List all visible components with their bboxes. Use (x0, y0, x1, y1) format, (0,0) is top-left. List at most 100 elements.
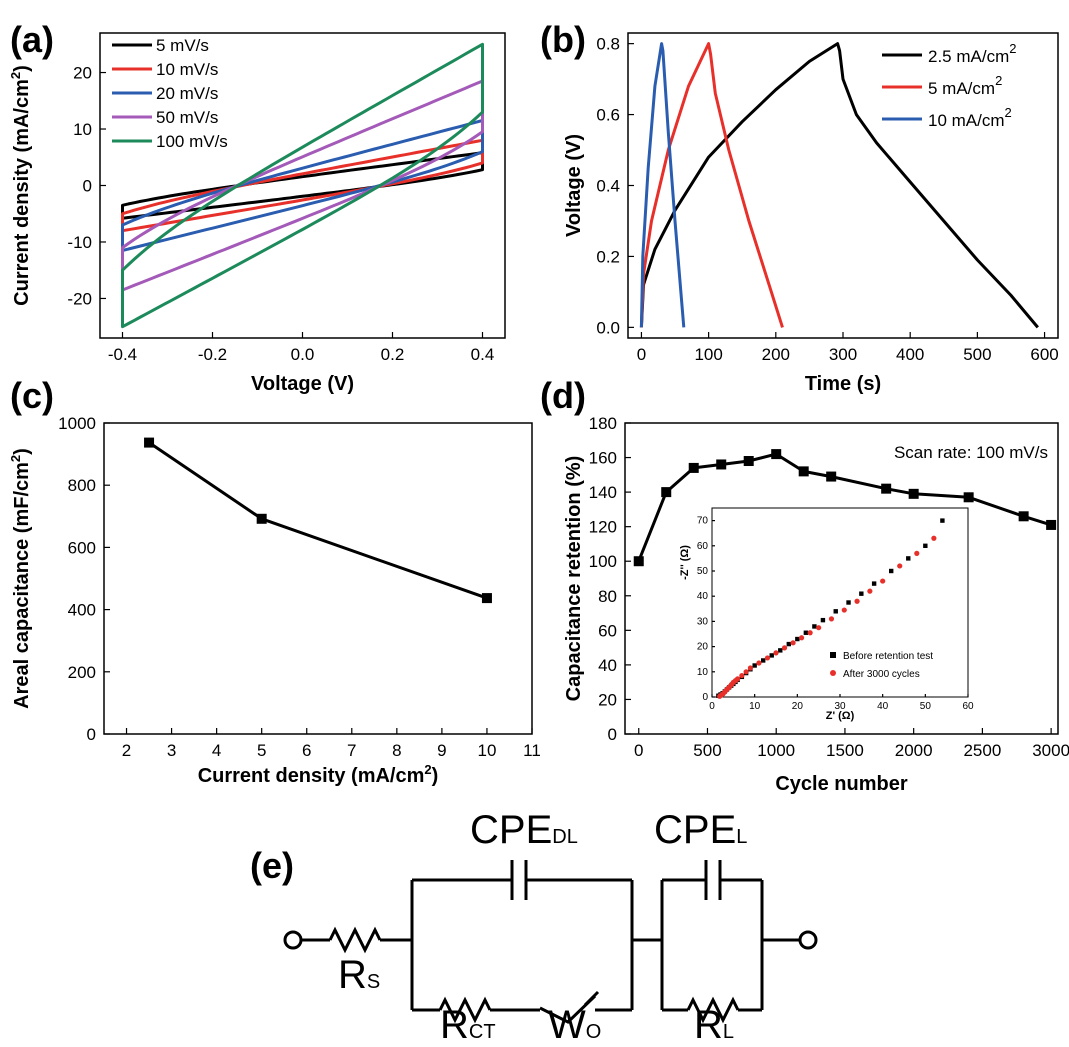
y-tick-label: 0 (608, 725, 617, 744)
inset-y-axis-title: -Z'' (Ω) (679, 545, 691, 580)
x-tick-label: 0 (637, 345, 646, 364)
x-tick-label: 3000 (1032, 741, 1069, 760)
x-tick-label: 3 (167, 741, 176, 760)
panel-label-a: (a) (10, 19, 54, 60)
x-tick-label: 2000 (895, 741, 933, 760)
x-tick-label: 7 (347, 741, 356, 760)
data-point (144, 437, 155, 448)
inset-point (735, 676, 741, 682)
circuit-labels: CPEDL CPEL RS RCT WO RL (338, 808, 747, 1047)
y-tick-label: 0.0 (596, 318, 620, 337)
data-point (1018, 511, 1029, 522)
inset-point (739, 672, 745, 679)
data-point (963, 492, 974, 503)
x-tick-label: 9 (437, 741, 446, 760)
data-point (771, 449, 782, 460)
x-tick-label: 1000 (757, 741, 795, 760)
inset-point (846, 600, 851, 605)
resistor-rl (686, 996, 740, 1024)
inset-point (781, 645, 788, 651)
data-point (716, 459, 727, 470)
chart-a: -0.4 -0.2 0.0 0.2 0.4 -20 -10 0 10 20 Voltage (V) C… (8, 32, 506, 395)
y-tick-label: 40 (598, 656, 617, 675)
x-tick-label: 2500 (963, 741, 1001, 760)
y-tick-label: 20 (598, 690, 617, 709)
label-cpe-l: CPEL (654, 808, 747, 852)
y-tick-label: 10 (697, 667, 709, 678)
y-tick-label: 80 (598, 587, 617, 606)
y-tick-label: 0.4 (596, 177, 620, 196)
series-line-2 (639, 42, 784, 328)
scan-rate-annotation: Scan rate: 100 mV/s (894, 443, 1048, 462)
legend-label: 10 mA/cm2 (928, 105, 1012, 130)
series-line-5 (121, 42, 484, 329)
inset-point (807, 630, 813, 636)
plot-frame (103, 422, 533, 735)
y-tick-label: 60 (598, 621, 617, 640)
x-tick-label: 50 (920, 701, 932, 712)
series-line-1 (639, 42, 1039, 329)
y-tick-label: 140 (589, 483, 617, 502)
inset-point (859, 591, 864, 596)
x-tick-label: 2 (122, 741, 131, 760)
inset-legend-label: After 3000 cycles (843, 669, 920, 680)
inset-point (799, 635, 805, 641)
inset-point (828, 616, 835, 622)
inset-point (880, 578, 886, 584)
inset-point (871, 581, 877, 586)
series-line-1 (148, 441, 488, 600)
inset-point (756, 660, 762, 666)
chart-d: 0 500 1000 1500 2000 2500 30000204060801001201… (563, 414, 1069, 795)
y-tick-label: 200 (68, 663, 96, 682)
y-tick-label: 0.2 (596, 247, 620, 266)
inset-point (773, 650, 779, 656)
x-tick-label: 10 (749, 701, 761, 712)
data-point (633, 556, 644, 567)
y-tick-label: 60 (697, 541, 709, 552)
legend-label: 5 mV/s (156, 36, 209, 55)
x-tick-label: 10 (477, 741, 496, 760)
inset-point (940, 518, 945, 523)
data-point (481, 593, 492, 604)
inset-point (743, 669, 749, 675)
y-tick-label: 0.8 (596, 35, 620, 54)
y-axis-title: Voltage (V) (563, 134, 585, 237)
x-tick-label: 6 (302, 741, 311, 760)
inset-point (803, 630, 809, 635)
x-tick-label: 500 (963, 345, 991, 364)
y-tick-label: 800 (68, 476, 96, 495)
inset-point (795, 636, 800, 642)
label-rl: RL (694, 1003, 734, 1042)
chart-b: 0 100 200 300 400 500 600 0.0 0.2 0.4 0.6 0.8 Time (… (563, 32, 1059, 395)
y-axis-title: Areal capacitance (mF/cm2) (8, 448, 33, 709)
label-rct: RCT (440, 1003, 496, 1042)
x-tick-label: 0 (709, 701, 715, 712)
panel-label-c: (c) (10, 375, 54, 416)
inset-point (752, 663, 757, 668)
data-point (826, 471, 837, 482)
inset-point (816, 625, 822, 631)
x-tick-label: 0.0 (291, 345, 315, 364)
x-tick-label: 400 (896, 345, 924, 364)
x-tick-label: 60 (962, 701, 974, 712)
y-tick-label: 20 (73, 64, 92, 83)
inset-point (764, 655, 771, 661)
y-tick-label: 1000 (58, 414, 96, 433)
data-point (881, 483, 892, 494)
y-tick-label: 20 (697, 642, 709, 653)
data-point (908, 488, 919, 499)
x-tick-label: 1500 (826, 741, 864, 760)
series-line-3 (639, 42, 686, 328)
plot-frame (624, 422, 1059, 735)
y-tick-label: 70 (697, 516, 709, 527)
panel-label-b: (b) (540, 19, 586, 60)
resistor-rct (438, 996, 492, 1024)
resistor-rs (328, 926, 382, 954)
inset-point (914, 550, 920, 556)
inset-point (812, 624, 817, 629)
y-tick-label: 0 (83, 177, 92, 196)
data-point (1046, 519, 1057, 530)
x-axis-title: Time (s) (805, 373, 881, 395)
inset-point (889, 568, 894, 574)
